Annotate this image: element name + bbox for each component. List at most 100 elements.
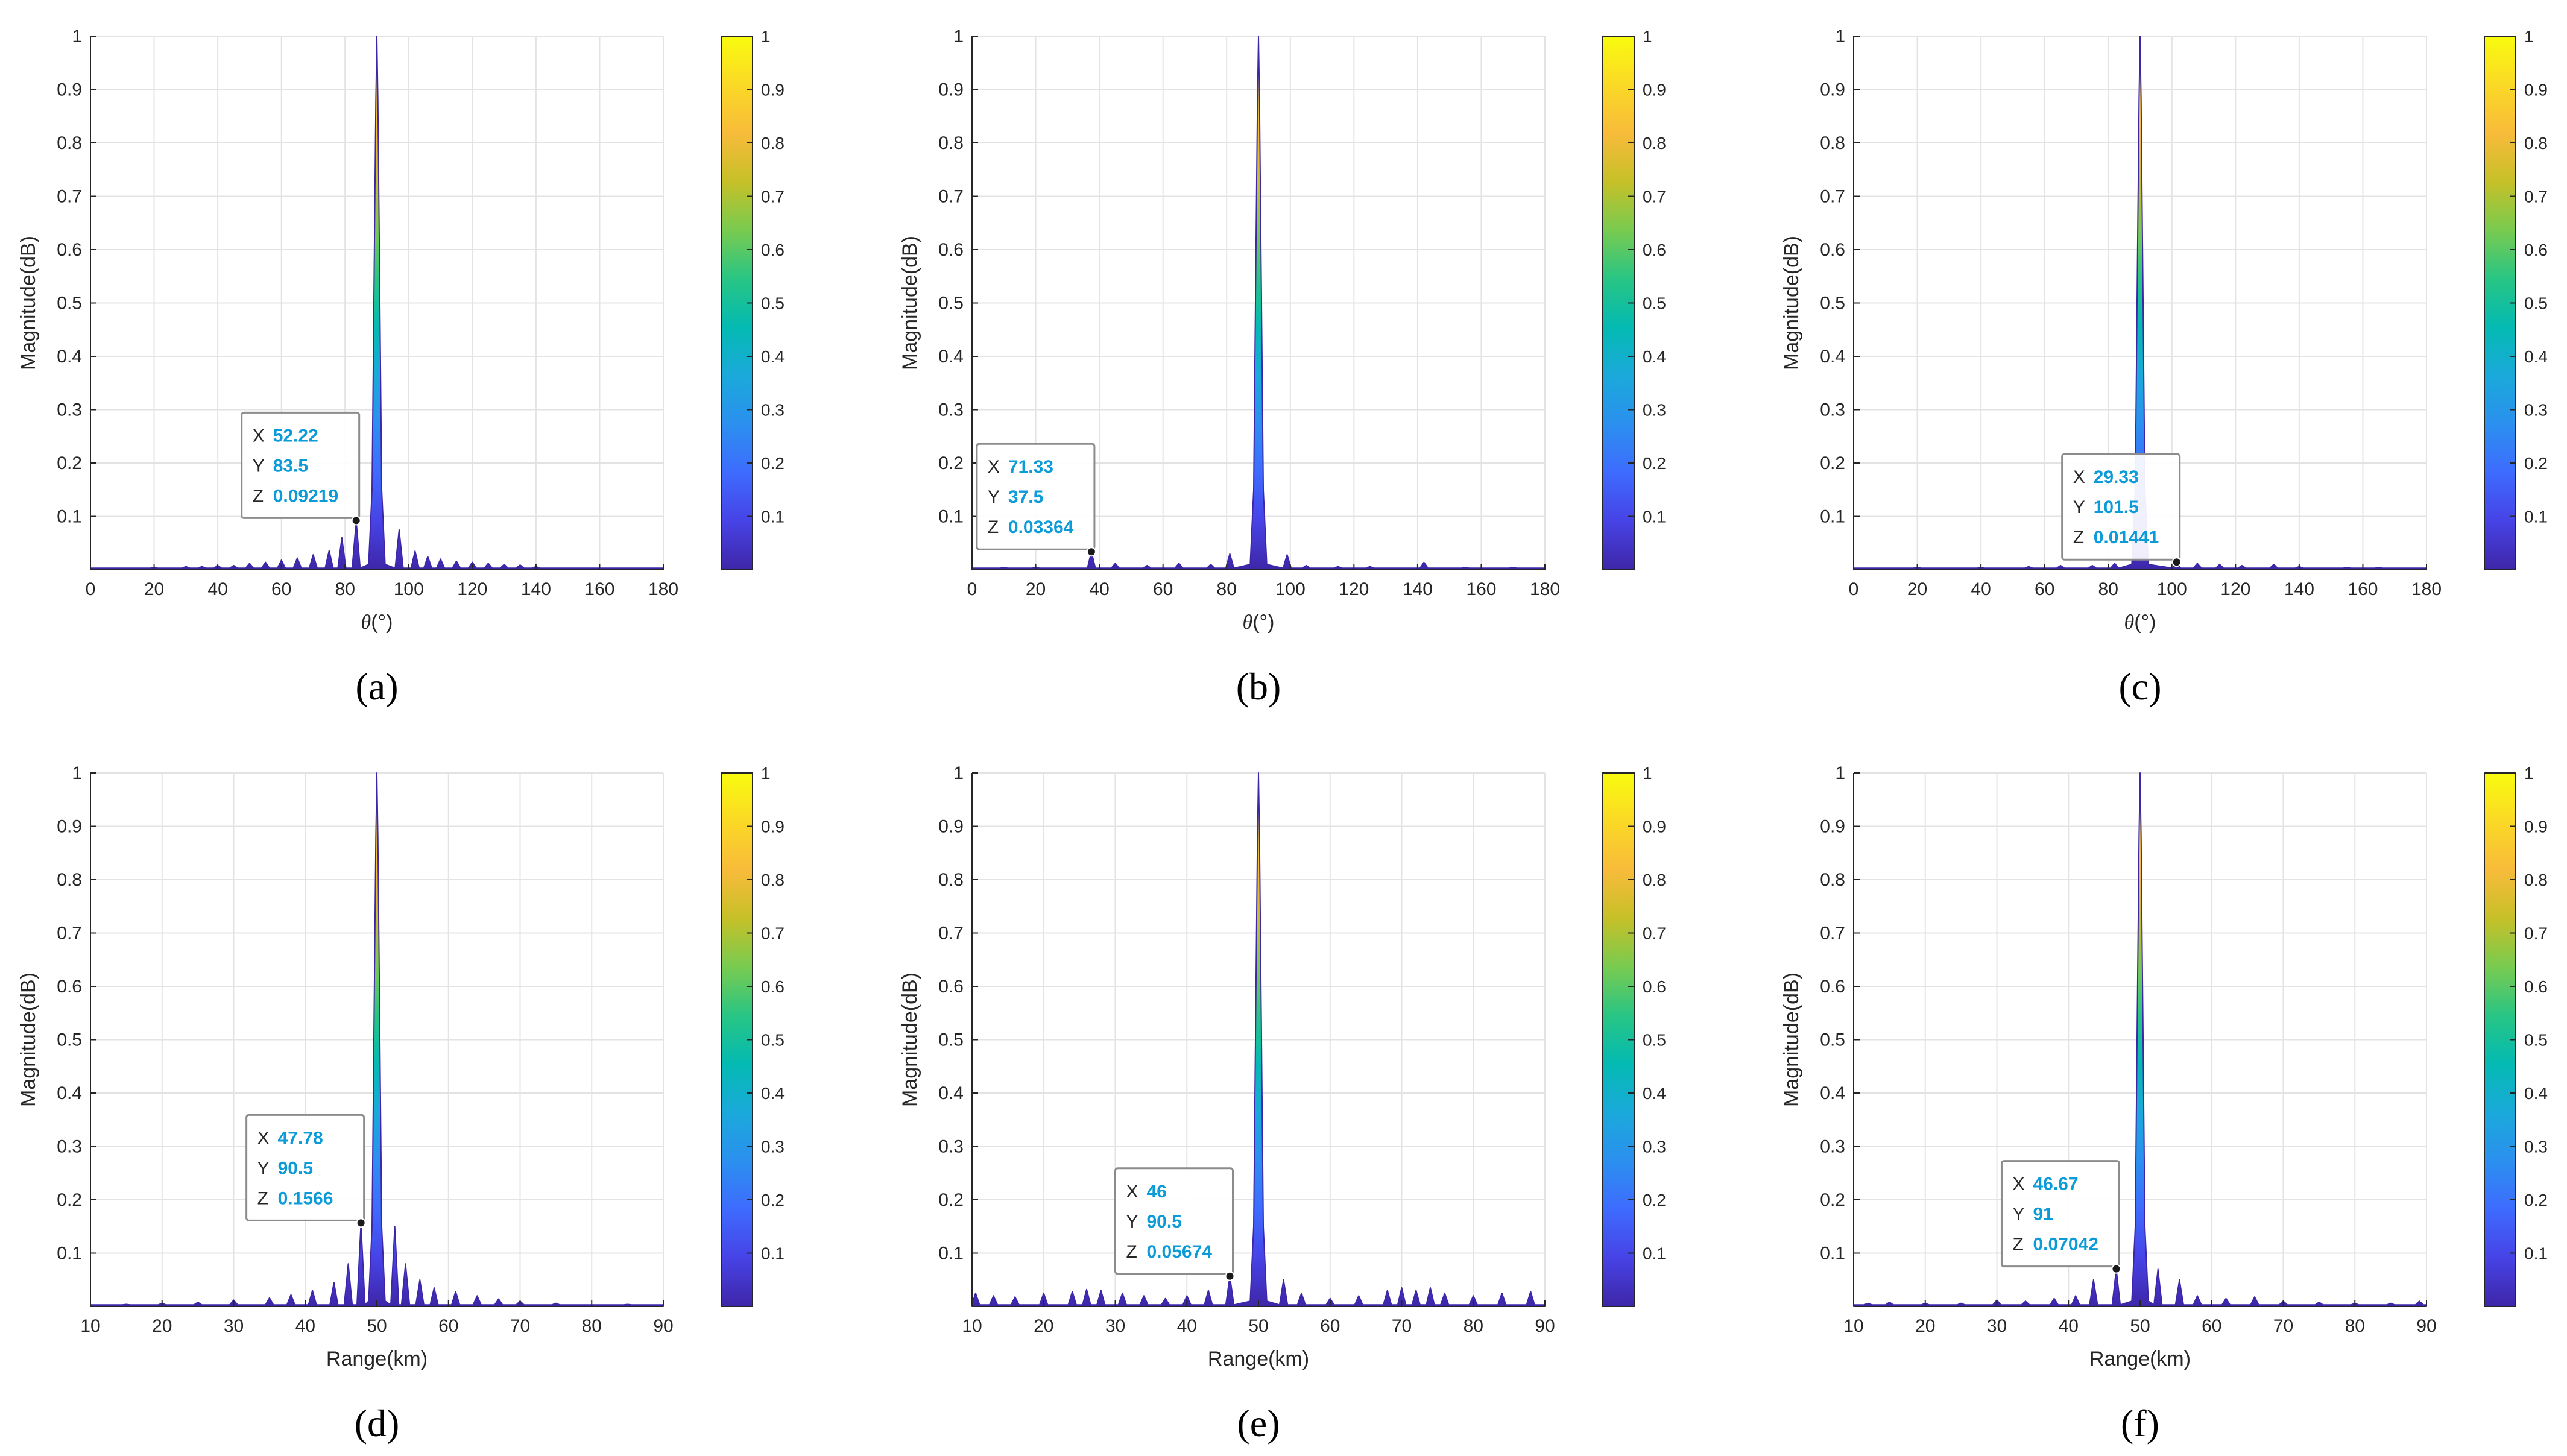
x-tick-label: 40	[1177, 1316, 1197, 1336]
x-tick-label: 80	[582, 1316, 602, 1336]
y-tick-label: 0.2	[938, 453, 964, 473]
magnitude-surface	[1853, 772, 2427, 1307]
data-tip-value: 90.5	[1147, 1212, 1182, 1232]
data-tip: X 46.67 Y 91 Z 0.07042	[2000, 1160, 2121, 1274]
colorbar-tick-label: 0.2	[2524, 454, 2548, 473]
y-tick-label: 0.1	[57, 507, 82, 527]
data-tip-key: X	[2073, 467, 2085, 487]
x-tick-label: 0	[86, 579, 96, 599]
data-tip-box	[976, 443, 1096, 550]
y-tick-label: 0.2	[1820, 1190, 1845, 1210]
y-tick-label: 0.3	[938, 400, 964, 420]
y-tick-label: 0.8	[57, 870, 82, 890]
y-tick-label: 0.2	[57, 453, 82, 473]
colorbar-tick-label: 0.7	[1643, 924, 1666, 943]
x-axis-label: θ(°)	[2124, 611, 2156, 634]
colorbar-tick-label: 0.9	[1643, 81, 1666, 99]
x-tick-label: 120	[2220, 579, 2250, 599]
y-tick-label: 0.1	[938, 507, 964, 527]
colorbar-tick-label: 0.6	[1643, 977, 1666, 996]
colorbar-tick-label: 0.7	[761, 924, 785, 943]
x-tick-label: 40	[2059, 1316, 2079, 1336]
x-tick-label: 10	[80, 1316, 100, 1336]
data-tip-key: Z	[2073, 528, 2084, 547]
chart-panel-a: 0 20 40 60 80 100 120 140 160 1800.10.20.30.40.50…	[17, 27, 785, 708]
y-tick-label: 0.6	[938, 240, 964, 260]
x-tick-label: 180	[648, 579, 678, 599]
data-tip-key: Y	[2073, 497, 2085, 517]
data-tip: X 71.33 Y 37.5 Z 0.03364	[976, 443, 1096, 557]
chart-panel-c: 0 20 40 60 80 100 120 140 160 1800.10.20.30.40.50…	[1780, 27, 2548, 708]
data-tip-value: 90.5	[278, 1158, 313, 1178]
colorbar-tick-label: 0.1	[761, 508, 785, 526]
panel-label: (a)	[355, 665, 398, 708]
y-tick-label: 1	[1835, 27, 1845, 46]
y-axis-label: Magnitude(dB)	[1780, 972, 1803, 1107]
data-tip-key: Y	[253, 456, 265, 476]
panel-label: (e)	[1237, 1402, 1280, 1445]
y-tick-label: 0.4	[57, 1083, 82, 1103]
colorbar-tick-label: 0.8	[1643, 871, 1666, 889]
data-tip-key: Z	[257, 1188, 268, 1208]
data-tip-value: 52.22	[273, 426, 318, 446]
y-tick-label: 1	[72, 763, 82, 783]
x-axis-label-unit: (°)	[371, 611, 393, 634]
data-tip-key: Z	[2012, 1235, 2023, 1255]
data-tip-marker	[356, 1218, 366, 1228]
x-axis-label-symbol: θ	[1243, 611, 1253, 634]
colorbar-tick-label: 0.4	[1643, 1084, 1666, 1103]
y-tick-label: 0.7	[1820, 924, 1845, 944]
x-tick-label: 30	[1987, 1316, 2007, 1336]
x-axis-label: θ(°)	[361, 611, 393, 634]
x-tick-label: 180	[1530, 579, 1560, 599]
colorbar-tick-label: 0.3	[761, 401, 785, 420]
colorbar-tick-label: 1	[1643, 27, 1652, 46]
colorbar-tick-label: 0.4	[761, 347, 785, 366]
y-tick-label: 0.6	[57, 977, 82, 997]
data-tip-value: 0.05674	[1147, 1242, 1213, 1262]
colorbar-tick-label: 0.7	[2524, 188, 2548, 206]
colorbar-tick-label: 0.3	[761, 1138, 785, 1156]
colorbar-tick-label: 0.6	[2524, 977, 2548, 996]
x-axis-label: Range(km)	[1208, 1347, 1309, 1370]
panel-label: (b)	[1236, 665, 1281, 708]
data-tip-box	[1114, 1167, 1234, 1275]
y-axis-label: Magnitude(dB)	[898, 972, 921, 1107]
colorbar-tick-label: 0.5	[2524, 294, 2548, 313]
data-tip-value: 0.09219	[273, 486, 338, 506]
colorbar-tick-label: 0.2	[1643, 1191, 1666, 1209]
y-tick-label: 0.5	[57, 294, 82, 314]
x-tick-label: 60	[2035, 579, 2054, 599]
x-tick-label: 20	[144, 579, 164, 599]
x-tick-label: 180	[2411, 579, 2442, 599]
x-tick-label: 50	[2130, 1316, 2150, 1336]
x-tick-label: 20	[1915, 1316, 1935, 1336]
colorbar-tick-label: 0.2	[761, 454, 785, 473]
colorbar-tick-label: 0.5	[1643, 294, 1666, 313]
y-tick-label: 0.8	[1820, 870, 1845, 890]
y-tick-label: 0.1	[938, 1244, 964, 1264]
colorbar-tick-label: 0.1	[1643, 1244, 1666, 1263]
x-axis-label-unit: (°)	[2134, 611, 2156, 634]
colorbar-tick-label: 1	[761, 764, 771, 783]
y-tick-label: 0.7	[938, 924, 964, 944]
y-tick-label: 0.7	[57, 187, 82, 207]
magnitude-surface	[971, 36, 1546, 570]
x-tick-label: 70	[510, 1316, 530, 1336]
x-tick-label: 80	[2098, 579, 2118, 599]
data-tip-marker	[2171, 557, 2182, 567]
y-tick-label: 0.5	[57, 1030, 82, 1050]
y-tick-label: 0.1	[57, 1244, 82, 1264]
colorbar-tick-label: 1	[2524, 764, 2534, 783]
y-tick-label: 1	[1835, 763, 1845, 783]
y-tick-label: 0.6	[57, 240, 82, 260]
colorbar-tick-label: 0.8	[1643, 134, 1666, 153]
y-axis-label: Magnitude(dB)	[17, 972, 40, 1107]
x-tick-label: 140	[521, 579, 551, 599]
colorbar-tick-label: 0.2	[2524, 1191, 2548, 1209]
y-tick-label: 0.6	[938, 977, 964, 997]
y-tick-label: 0.8	[938, 133, 964, 153]
y-tick-label: 0.7	[938, 187, 964, 207]
data-tip-key: Y	[257, 1158, 270, 1178]
data-tip-value: 37.5	[1008, 487, 1043, 507]
